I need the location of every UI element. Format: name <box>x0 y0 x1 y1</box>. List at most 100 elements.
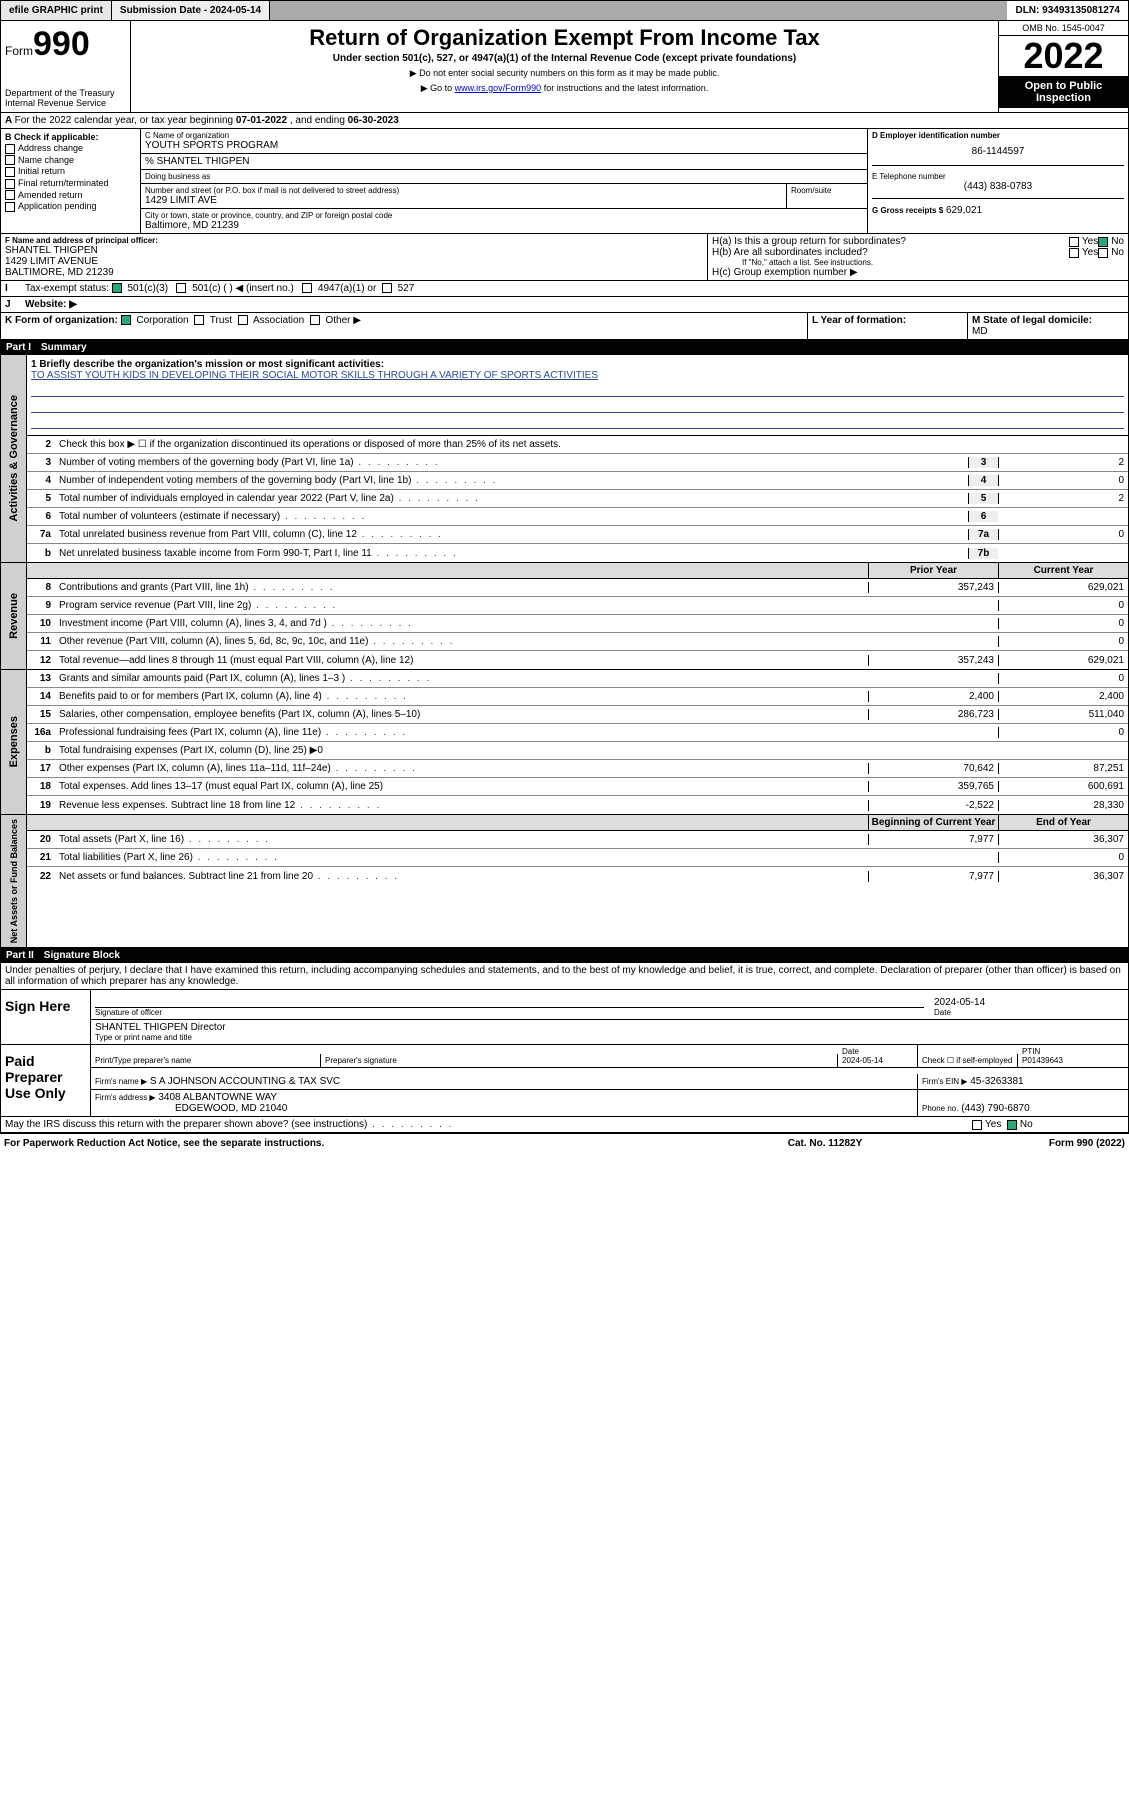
hb-note: If "No," attach a list. See instructions… <box>712 258 1124 267</box>
ha-label: H(a) Is this a group return for subordin… <box>712 236 1069 247</box>
firm-ein: 45-3263381 <box>970 1076 1023 1087</box>
officer-signature-line[interactable] <box>95 992 924 1008</box>
chk-initial-return[interactable]: Initial return <box>5 166 136 177</box>
line-16a: 16aProfessional fundraising fees (Part I… <box>27 724 1128 742</box>
line-15: 15Salaries, other compensation, employee… <box>27 706 1128 724</box>
discuss-yes-checkbox[interactable] <box>972 1120 982 1130</box>
line-21: 21Total liabilities (Part X, line 26)0 <box>27 849 1128 867</box>
addr-label: Number and street (or P.O. box if mail i… <box>145 186 782 195</box>
chk-corp[interactable] <box>121 315 131 325</box>
tax-period-row: A For the 2022 calendar year, or tax yea… <box>0 113 1129 129</box>
goto-note: ▶ Go to www.irs.gov/Form990 for instruct… <box>137 83 992 94</box>
block-b-header: B Check if applicable: <box>5 132 136 142</box>
chk-trust[interactable] <box>194 315 204 325</box>
irs-link[interactable]: www.irs.gov/Form990 <box>455 83 542 93</box>
page-footer: For Paperwork Reduction Act Notice, see … <box>0 1133 1129 1153</box>
line-10: 10Investment income (Part VIII, column (… <box>27 615 1128 633</box>
chk-final-return[interactable]: Final return/terminated <box>5 178 136 189</box>
sign-name-label: Type or print name and title <box>95 1033 1124 1042</box>
firm-name-label: Firm's name ▶ <box>95 1077 147 1086</box>
chk-address-change[interactable]: Address change <box>5 143 136 154</box>
website-row: J Website: ▶ <box>0 297 1129 313</box>
hb-label: H(b) Are all subordinates included? <box>712 247 1069 258</box>
line-16b: bTotal fundraising expenses (Part IX, co… <box>27 742 1128 760</box>
officer-group-block: F Name and address of principal officer:… <box>0 234 1129 281</box>
l-label: L Year of formation: <box>808 313 968 339</box>
prep-selfemp[interactable]: Check ☐ if self-employed <box>918 1054 1018 1067</box>
period-text-a: For the 2022 calendar year, or tax year … <box>15 115 236 126</box>
hc-label: H(c) Group exemption number ▶ <box>712 267 1124 278</box>
department-label: Department of the Treasury Internal Reve… <box>5 88 126 108</box>
hb-yes-checkbox[interactable] <box>1069 248 1079 258</box>
chk-amended[interactable]: Amended return <box>5 190 136 201</box>
block-f: F Name and address of principal officer:… <box>1 234 708 280</box>
open-to-public: Open to Public Inspection <box>999 76 1128 108</box>
sign-date: 2024-05-14 <box>934 997 1124 1008</box>
block-b: B Check if applicable: Address change Na… <box>1 129 141 233</box>
rev-colheader: Prior YearCurrent Year <box>27 563 1128 579</box>
part1-header: Part I Summary <box>0 340 1129 355</box>
chk-501c3[interactable] <box>112 283 122 293</box>
lbl-501c3: 501(c)(3) <box>127 283 168 294</box>
line-2: 2Check this box ▶ ☐ if the organization … <box>27 436 1128 454</box>
omb-number: OMB No. 1545-0047 <box>999 21 1128 36</box>
tax-year: 2022 <box>999 36 1128 76</box>
part2-name: Signature Block <box>44 950 120 961</box>
part1-name: Summary <box>41 342 87 353</box>
gross-receipts-label: G Gross receipts $ <box>872 206 943 215</box>
prep-phone-label: Phone no. <box>922 1104 958 1113</box>
line-4: 4Number of independent voting members of… <box>27 472 1128 490</box>
vlabel-revenue: Revenue <box>6 589 22 643</box>
chk-527[interactable] <box>382 283 392 293</box>
ein-value: 86-1144597 <box>872 140 1124 157</box>
chk-app-pending[interactable]: Application pending <box>5 201 136 212</box>
form-title: Return of Organization Exempt From Incom… <box>137 25 992 51</box>
city-state-zip: Baltimore, MD 21239 <box>145 220 863 231</box>
line-5: 5Total number of individuals employed in… <box>27 490 1128 508</box>
line-17: 17Other expenses (Part IX, column (A), l… <box>27 760 1128 778</box>
top-toolbar: efile GRAPHIC print Submission Date - 20… <box>0 0 1129 21</box>
period-text-b: , and ending <box>290 115 348 126</box>
line-6: 6Total number of volunteers (estimate if… <box>27 508 1128 526</box>
ptin-label: PTIN <box>1022 1047 1040 1056</box>
chk-other[interactable] <box>310 315 320 325</box>
k-label: K Form of organization: <box>5 315 118 326</box>
line-18: 18Total expenses. Add lines 13–17 (must … <box>27 778 1128 796</box>
lbl-assoc: Association <box>253 315 304 326</box>
line-7b: bNet unrelated business taxable income f… <box>27 544 1128 562</box>
period-begin: 07-01-2022 <box>236 115 287 126</box>
lbl-trust: Trust <box>210 315 232 326</box>
firm-addr2: EDGEWOOD, MD 21040 <box>95 1103 287 1114</box>
line-7a: 7aTotal unrelated business revenue from … <box>27 526 1128 544</box>
form-990-number: 990 <box>33 25 90 63</box>
mission-uline3 <box>31 415 1124 429</box>
na-colheader: Beginning of Current YearEnd of Year <box>27 815 1128 831</box>
mission-text: TO ASSIST YOUTH KIDS IN DEVELOPING THEIR… <box>31 370 1124 381</box>
phone-label: E Telephone number <box>872 172 1124 181</box>
chk-4947[interactable] <box>302 283 312 293</box>
chk-name-change[interactable]: Name change <box>5 155 136 166</box>
klm-row: K Form of organization: Corporation Trus… <box>0 313 1129 340</box>
line-13: 13Grants and similar amounts paid (Part … <box>27 670 1128 688</box>
ha-yes-checkbox[interactable] <box>1069 237 1079 247</box>
chk-assoc[interactable] <box>238 315 248 325</box>
section-expenses: Expenses 13Grants and similar amounts pa… <box>0 670 1129 815</box>
ha-no-checkbox[interactable] <box>1098 237 1108 247</box>
firm-addr-label: Firm's address ▶ <box>95 1093 156 1102</box>
form-prefix: Form <box>5 44 33 58</box>
ha-yes: Yes <box>1082 236 1098 247</box>
lbl-corp: Corporation <box>136 315 188 326</box>
efile-print-button[interactable]: efile GRAPHIC print <box>1 1 112 20</box>
ptin-value: P01439643 <box>1022 1056 1063 1065</box>
chk-501c[interactable] <box>176 283 186 293</box>
toolbar-spacer <box>270 1 1007 20</box>
phone-value: (443) 838-0783 <box>872 181 1124 192</box>
m-value: MD <box>972 326 988 337</box>
section-netassets: Net Assets or Fund Balances Beginning of… <box>0 815 1129 948</box>
discuss-no-checkbox[interactable] <box>1007 1120 1017 1130</box>
hb-no-checkbox[interactable] <box>1098 248 1108 258</box>
sign-here-label: Sign Here <box>1 990 91 1044</box>
paid-preparer-label: Paid Preparer Use Only <box>1 1045 91 1116</box>
sign-date-label: Date <box>934 1008 1124 1017</box>
firm-name: S A JOHNSON ACCOUNTING & TAX SVC <box>150 1076 340 1087</box>
